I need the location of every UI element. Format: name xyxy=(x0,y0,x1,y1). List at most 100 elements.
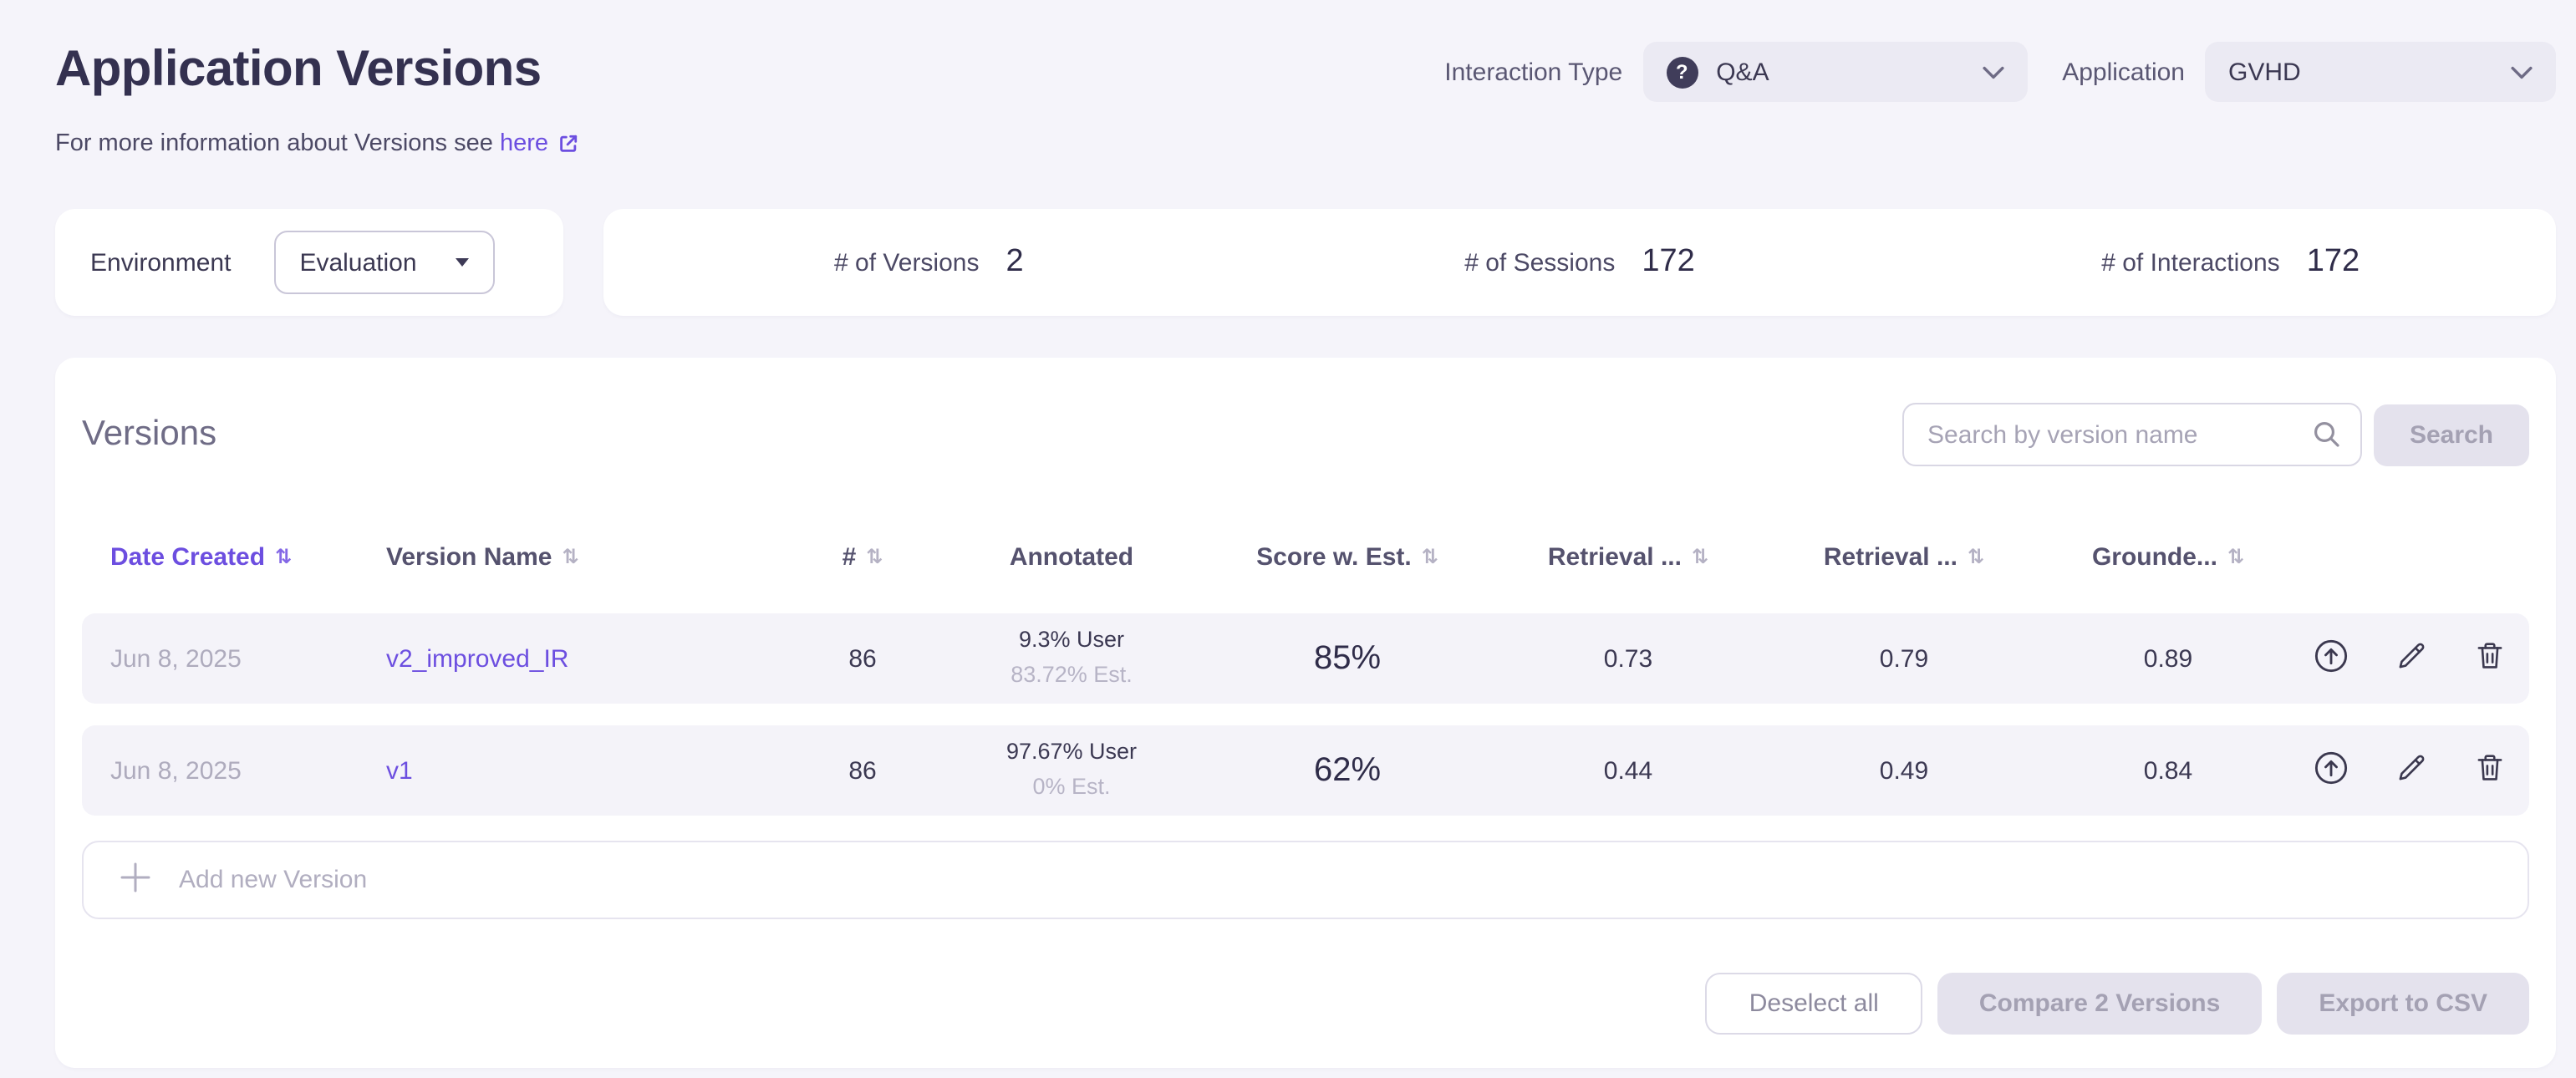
delete-version-button[interactable] xyxy=(2472,638,2507,679)
interaction-type-select[interactable]: ? Q&A xyxy=(1642,42,2028,102)
title-block: Application Versions For more informatio… xyxy=(55,40,580,160)
page-title: Application Versions xyxy=(55,42,542,97)
stat-sessions: # of Sessions 172 xyxy=(1255,244,1906,281)
cell-retrieval-1: 0.44 xyxy=(1603,756,1653,785)
upload-circle-icon xyxy=(2312,637,2350,680)
edit-version-button[interactable] xyxy=(2394,638,2429,679)
versions-panel-head: Versions Search xyxy=(82,358,2529,466)
upload-circle-icon xyxy=(2312,749,2350,792)
page-header: Application Versions For more informatio… xyxy=(55,40,2556,160)
cell-annotated: 9.3% User 83.72% Est. xyxy=(921,623,1222,694)
application-value: GVHD xyxy=(2228,58,2301,86)
add-new-version-label: Add new Version xyxy=(179,866,368,894)
stat-value: 172 xyxy=(2306,244,2360,279)
delete-version-button[interactable] xyxy=(2472,750,2507,791)
plus-icon xyxy=(117,858,154,902)
sort-icon[interactable]: ⇅ xyxy=(1421,545,1438,568)
sort-icon[interactable]: ⇅ xyxy=(1967,545,1985,568)
sort-icon[interactable]: ⇅ xyxy=(866,545,883,568)
stat-label: # of Versions xyxy=(834,248,980,277)
panel-footer: Deselect all Compare 2 Versions Export t… xyxy=(82,973,2529,1035)
promote-version-button[interactable] xyxy=(2312,637,2350,680)
column-header-date-created[interactable]: Date Created ⇅ xyxy=(110,542,293,571)
chevron-down-icon xyxy=(1982,64,2003,79)
summary-cards-row: Environment Evaluation # of Versions 2 #… xyxy=(55,209,2556,316)
column-header-annotated: Annotated xyxy=(1009,542,1134,571)
stat-interactions: # of Interactions 172 xyxy=(1905,244,2556,281)
cell-date-created: Jun 8, 2025 xyxy=(110,644,242,673)
row-actions xyxy=(2312,637,2534,680)
annotated-est: 0% Est. xyxy=(1032,774,1111,799)
stat-value: 2 xyxy=(1005,244,1024,279)
promote-version-button[interactable] xyxy=(2312,749,2350,792)
pencil-icon xyxy=(2394,750,2429,791)
cell-count: 86 xyxy=(848,644,877,673)
stats-card: # of Versions 2 # of Sessions 172 # of I… xyxy=(603,209,2556,316)
column-header-retrieval-2[interactable]: Retrieval ... ⇅ xyxy=(1823,542,1985,571)
sort-icon[interactable]: ⇅ xyxy=(562,545,579,568)
search-icon xyxy=(2312,420,2342,458)
caret-down-icon xyxy=(455,257,470,267)
stat-label: # of Sessions xyxy=(1464,248,1616,277)
deselect-all-button[interactable]: Deselect all xyxy=(1705,973,1922,1035)
cell-grounded: 0.89 xyxy=(2143,644,2193,673)
interaction-type-label: Interaction Type xyxy=(1444,58,1623,86)
cell-score: 62% xyxy=(1313,751,1382,788)
compare-versions-button[interactable]: Compare 2 Versions xyxy=(1937,973,2263,1035)
trash-icon xyxy=(2472,638,2507,679)
annotated-est: 83.72% Est. xyxy=(1011,662,1133,687)
cell-retrieval-2: 0.49 xyxy=(1879,756,1929,785)
sort-icon[interactable]: ⇅ xyxy=(2227,545,2245,568)
versions-title: Versions xyxy=(82,414,217,453)
sort-icon[interactable]: ⇅ xyxy=(1691,545,1709,568)
table-header-row: Date Created ⇅ Version Name ⇅ # ⇅ Annota… xyxy=(82,533,2529,580)
environment-value: Evaluation xyxy=(299,248,417,277)
search-input[interactable] xyxy=(1902,403,2362,466)
environment-label: Environment xyxy=(90,248,232,277)
search-area: Search xyxy=(1902,403,2529,466)
cell-annotated: 97.67% User 0% Est. xyxy=(921,735,1222,806)
sort-icon[interactable]: ⇅ xyxy=(275,545,293,568)
table-row[interactable]: Jun 8, 2025 v2_improved_IR 86 9.3% User … xyxy=(82,613,2529,704)
cell-retrieval-1: 0.73 xyxy=(1603,644,1653,673)
column-header-score[interactable]: Score w. Est. ⇅ xyxy=(1256,542,1438,571)
stat-versions: # of Versions 2 xyxy=(603,244,1255,281)
application-select[interactable]: GVHD xyxy=(2205,42,2556,102)
search-box xyxy=(1902,403,2362,466)
cell-grounded: 0.84 xyxy=(2143,756,2193,785)
chevron-down-icon xyxy=(2511,64,2533,79)
here-link-label: here xyxy=(499,130,548,157)
version-name-link[interactable]: v2_improved_IR xyxy=(386,644,569,673)
versions-panel: Versions Search Date Created ⇅ xyxy=(55,358,2556,1068)
environment-card: Environment Evaluation xyxy=(55,209,563,316)
stat-value: 172 xyxy=(1642,244,1695,279)
page-subtitle: For more information about Versions see … xyxy=(55,127,580,160)
column-header-retrieval-1[interactable]: Retrieval ... ⇅ xyxy=(1547,542,1709,571)
header-controls: Interaction Type ? Q&A Application GVHD xyxy=(1444,42,2556,102)
stat-label: # of Interactions xyxy=(2101,248,2280,277)
help-icon[interactable]: ? xyxy=(1666,56,1698,88)
cell-date-created: Jun 8, 2025 xyxy=(110,756,242,785)
row-actions xyxy=(2312,749,2534,792)
column-header-count[interactable]: # ⇅ xyxy=(842,542,883,571)
application-label: Application xyxy=(2062,58,2185,86)
add-new-version-button[interactable]: Add new Version xyxy=(82,841,2529,919)
subtitle-text: For more information about Versions see xyxy=(55,130,493,157)
version-name-link[interactable]: v1 xyxy=(386,756,413,785)
cell-retrieval-2: 0.79 xyxy=(1879,644,1929,673)
column-header-grounded[interactable]: Grounde... ⇅ xyxy=(2091,542,2245,571)
here-link[interactable]: here xyxy=(500,127,580,160)
table-row[interactable]: Jun 8, 2025 v1 86 97.67% User 0% Est. 62… xyxy=(82,725,2529,816)
external-link-icon xyxy=(557,132,580,155)
export-csv-button[interactable]: Export to CSV xyxy=(2277,973,2529,1035)
column-header-version-name[interactable]: Version Name ⇅ xyxy=(386,542,579,571)
edit-version-button[interactable] xyxy=(2394,750,2429,791)
interaction-type-value: Q&A xyxy=(1716,58,1769,86)
cell-count: 86 xyxy=(848,756,877,785)
search-button[interactable]: Search xyxy=(2374,404,2529,465)
annotated-user: 97.67% User xyxy=(1005,739,1138,765)
pencil-icon xyxy=(2394,638,2429,679)
cell-score: 85% xyxy=(1313,639,1382,676)
environment-select[interactable]: Evaluation xyxy=(274,231,496,294)
